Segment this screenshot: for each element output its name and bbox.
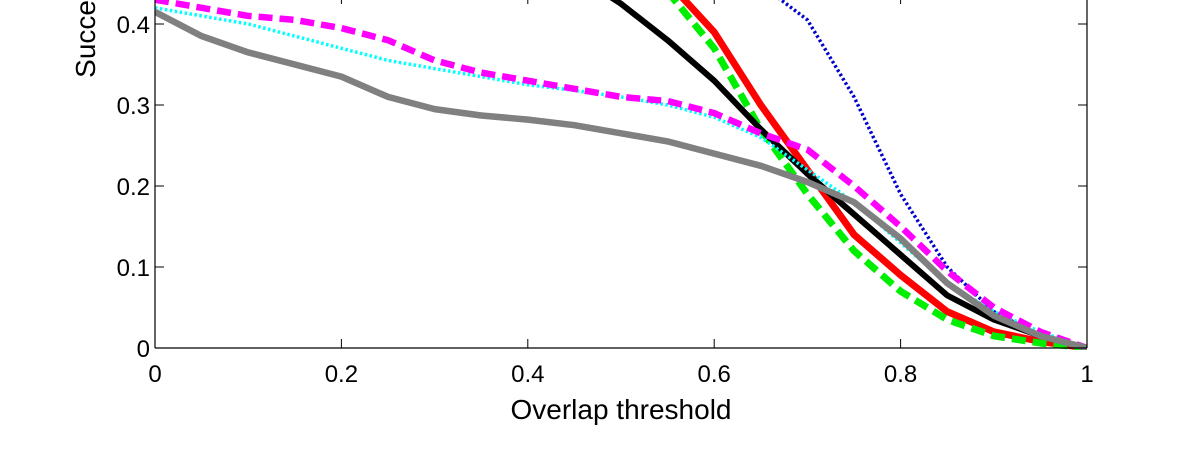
- y-tick-label: 0.1: [117, 255, 150, 282]
- y-tick-label: 0: [137, 336, 150, 363]
- x-tick-label: 0.2: [325, 361, 358, 388]
- series-line-6: [155, 0, 1087, 350]
- x-tick-label: 0.8: [884, 361, 917, 388]
- x-tick-label: 0.6: [698, 361, 731, 388]
- x-tick-label: 0.4: [511, 361, 544, 388]
- series-line-4: [609, 0, 1087, 350]
- axes-layer: 0 0.2 0.4 0.6 0.8 1 0 0.1 0.2 0.3 0.4: [117, 0, 1094, 388]
- series-line-2: [679, 0, 1087, 350]
- y-tick-label: 0.4: [117, 12, 150, 39]
- y-tick-label: 0.2: [117, 174, 150, 201]
- x-tick-label: 0: [148, 361, 161, 388]
- series-line-7: [155, 9, 1087, 350]
- x-axis-label: Overlap threshold: [510, 394, 731, 425]
- series-line-1: [778, 0, 1087, 350]
- series-line-3: [669, 0, 1087, 350]
- series-layer: [155, 0, 1087, 350]
- y-axis-label: Succe: [70, 0, 101, 78]
- y-tick-label: 0.3: [117, 93, 150, 120]
- x-tick-label: 1: [1080, 361, 1093, 388]
